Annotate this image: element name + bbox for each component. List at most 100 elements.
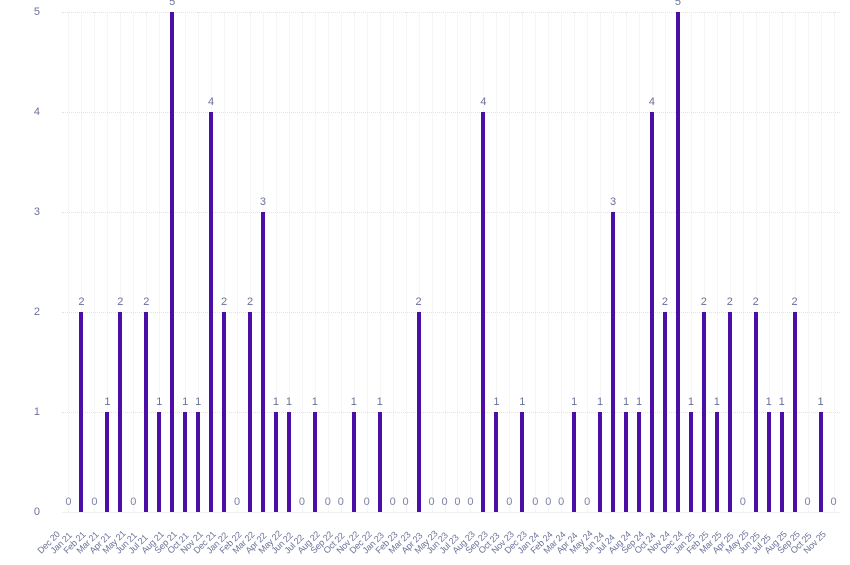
gridline-x	[768, 12, 770, 512]
gridline-x	[120, 12, 122, 512]
bar[interactable]	[260, 212, 265, 512]
bar[interactable]	[675, 12, 680, 512]
gridline-y-2	[62, 312, 840, 313]
bar[interactable]	[481, 112, 486, 512]
bar[interactable]	[662, 312, 667, 512]
bar-value-label: 1	[493, 396, 500, 408]
bar-value-label: 0	[324, 496, 331, 508]
gridline-y-0	[62, 512, 840, 513]
bar[interactable]	[144, 312, 149, 512]
y-axis-tick-label: 3	[33, 206, 40, 218]
bar[interactable]	[779, 412, 784, 512]
bar-value-label: 1	[272, 396, 279, 408]
bar[interactable]	[753, 312, 758, 512]
x-axis: Dec 20 Jan 21 Feb 21 Mar 21 Apr 21 May 21 Jun …	[36, 512, 840, 565]
bar-value-label: 0	[130, 496, 137, 508]
gridline-x	[703, 12, 705, 512]
gridline-x	[664, 12, 666, 512]
bar[interactable]	[248, 312, 253, 512]
bar-value-label: 3	[610, 196, 617, 208]
bar-value-label: 0	[428, 496, 435, 508]
gridline-x	[574, 12, 576, 512]
bar-value-label: 1	[713, 396, 720, 408]
bar-value-label: 1	[635, 396, 643, 408]
gridline-x	[522, 12, 524, 512]
bar[interactable]	[611, 212, 616, 512]
gridline-x	[94, 12, 96, 512]
bar[interactable]	[572, 412, 577, 512]
bar[interactable]	[286, 412, 291, 512]
gridline-x	[639, 12, 641, 512]
gridline-x	[146, 12, 148, 512]
gridline-y-5	[62, 12, 840, 13]
gridline-x	[81, 12, 83, 512]
bar-value-label: 1	[687, 396, 694, 408]
bar-value-label: 2	[700, 296, 707, 308]
bar-value-label: 2	[78, 296, 85, 308]
bar-value-label: 4	[208, 96, 215, 108]
bar[interactable]	[209, 112, 214, 512]
bar[interactable]	[416, 312, 421, 512]
bar[interactable]	[624, 412, 629, 512]
bar[interactable]	[351, 412, 356, 512]
bar-value-label: 2	[246, 296, 254, 308]
gridline-x	[314, 12, 316, 512]
bar-value-label: 1	[778, 396, 785, 408]
bar[interactable]	[494, 412, 499, 512]
bar-value-label: 2	[661, 296, 668, 308]
gridline-x	[405, 12, 407, 512]
bar[interactable]	[79, 312, 84, 512]
bar[interactable]	[222, 312, 227, 512]
bar-value-label: 1	[519, 396, 526, 408]
bar-value-label: 1	[311, 396, 318, 408]
bar[interactable]	[377, 412, 382, 512]
bar-value-label: 4	[480, 96, 487, 108]
bar[interactable]	[766, 412, 771, 512]
bar[interactable]	[637, 412, 642, 512]
bar[interactable]	[196, 412, 201, 512]
bar-value-label: 1	[376, 396, 383, 408]
bar[interactable]	[792, 312, 797, 512]
bar[interactable]	[520, 412, 525, 512]
bar-value-label: 5	[674, 0, 681, 8]
gridline-y-3	[62, 212, 840, 213]
bar[interactable]	[312, 412, 317, 512]
bar[interactable]	[688, 412, 693, 512]
bar-value-label: 2	[117, 296, 124, 308]
bar-value-label: 0	[584, 496, 591, 508]
bar[interactable]	[727, 312, 732, 512]
gridline-x	[275, 12, 277, 512]
bar-value-label: 0	[441, 496, 448, 508]
bar-value-label: 1	[765, 396, 772, 408]
bar-value-label: 1	[350, 396, 357, 408]
bar[interactable]	[183, 412, 188, 512]
bar[interactable]	[701, 312, 706, 512]
gridline-x	[327, 12, 329, 512]
bar[interactable]	[818, 412, 823, 512]
bar-value-label: 0	[298, 496, 305, 508]
bar[interactable]	[598, 412, 603, 512]
bar[interactable]	[157, 412, 162, 512]
gridline-x	[444, 12, 446, 512]
bar-value-label: 0	[363, 496, 370, 508]
gridline-x	[755, 12, 757, 512]
bar[interactable]	[105, 412, 110, 512]
bar-value-label: 1	[571, 396, 578, 408]
bar[interactable]	[170, 12, 175, 512]
bar-value-label: 1	[597, 396, 604, 408]
bar-value-label: 0	[804, 496, 811, 508]
bar[interactable]	[273, 412, 278, 512]
gridline-y-4	[62, 112, 840, 113]
gridline-x	[626, 12, 628, 512]
bar-value-label: 0	[454, 496, 461, 508]
bar-value-label: 0	[532, 496, 539, 508]
bar[interactable]	[649, 112, 654, 512]
bar[interactable]	[714, 412, 719, 512]
gridline-x	[418, 12, 420, 512]
gridline-x	[198, 12, 200, 512]
gridline-x	[729, 12, 731, 512]
bar-value-label: 0	[91, 496, 98, 508]
bar[interactable]	[118, 312, 123, 512]
gridline-x	[288, 12, 290, 512]
